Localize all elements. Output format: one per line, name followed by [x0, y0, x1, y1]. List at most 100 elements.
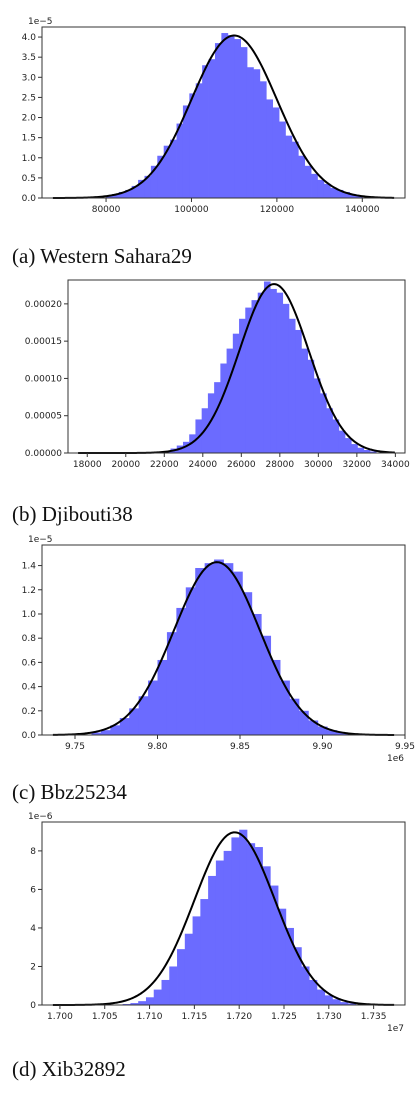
histogram-bar [270, 659, 281, 735]
histogram-bar [208, 59, 216, 199]
histogram-bar [195, 83, 203, 198]
x-tick-label: 1.710 [137, 1012, 163, 1022]
histogram-bar [332, 999, 341, 1005]
y-multiplier-label: 1e−5 [28, 17, 53, 27]
x-tick-label: 9.85 [230, 742, 250, 752]
histogram-bar [246, 67, 254, 198]
histogram-bar [131, 185, 139, 198]
histogram-bar [184, 933, 193, 1005]
y-tick-label: 4 [30, 924, 36, 934]
histogram-bar [307, 359, 315, 453]
histogram-bar [157, 155, 165, 198]
histogram-bar [279, 121, 286, 198]
histogram-bar [282, 303, 290, 453]
histogram-bar [295, 329, 302, 453]
histogram-bar [323, 183, 331, 198]
histogram-bar [231, 837, 240, 1005]
histogram-bar [130, 1003, 139, 1005]
histogram-bar [129, 708, 140, 735]
histogram-bar [317, 179, 325, 198]
y-multiplier-label: 1e−5 [28, 535, 53, 545]
histogram-bar [257, 292, 265, 453]
x-tick-label: 1.720 [226, 1012, 252, 1022]
x-tick-label: 1.700 [47, 1012, 73, 1022]
fit-curve-line [52, 831, 395, 1006]
x-tick-label: 18000 [73, 460, 102, 470]
histogram-bar [301, 966, 310, 1005]
x-tick-label: 120000 [260, 205, 295, 215]
y-tick-label: 4.0 [22, 33, 37, 43]
histogram-bar [316, 989, 326, 1005]
histogram-bar [176, 123, 184, 198]
histogram-bar [285, 927, 294, 1005]
histogram-bar [192, 916, 201, 1005]
histogram-bar [309, 979, 318, 1005]
histogram-bar [327, 730, 338, 735]
histogram-bar [291, 141, 299, 198]
histogram-bar [320, 393, 327, 453]
y-tick-label: 0.00000 [25, 449, 62, 459]
y-tick-label: 2.5 [22, 93, 36, 103]
histogram-bar [138, 1001, 147, 1005]
histogram-bar [232, 571, 243, 735]
histogram-bar [332, 419, 340, 453]
x-tick-label: 100000 [174, 205, 209, 215]
histogram-bar [189, 93, 197, 198]
histogram-bar [182, 105, 190, 198]
panel-c: 9.75 9.80 9.85 9.90 9.95 0.0 0.2 0.4 0.6 0.8 1.0 1.… [0, 535, 420, 815]
histogram-chart-c: 9.75 9.80 9.85 9.90 9.95 0.0 0.2 0.4 0.6 0.8 1.0 1.… [22, 535, 415, 764]
x-offset-label: 1e7 [387, 1024, 404, 1034]
histogram-bar [157, 659, 168, 735]
histogram-bar [106, 195, 113, 198]
y-tick-label: 1.2 [22, 586, 36, 596]
panel-d: 1.700 1.705 1.710 1.715 1.720 1.725 1.730 1.735… [0, 812, 420, 1097]
histogram-bar [298, 155, 306, 198]
histogram-bar [270, 288, 277, 453]
plot-frame [41, 544, 406, 736]
histogram-bar [110, 725, 121, 735]
y-tick-label: 0.6 [22, 658, 37, 668]
x-tick-label: 34000 [381, 460, 410, 470]
histogram-bar [357, 447, 365, 453]
histogram-bar [254, 847, 263, 1005]
histogram-chart-d: 1.700 1.705 1.710 1.715 1.720 1.725 1.730 1.735… [28, 812, 406, 1034]
x-tick-label: 9.90 [312, 742, 332, 752]
histogram-bar [363, 450, 371, 453]
histogram-bar [208, 875, 217, 1005]
histogram-bar [246, 843, 256, 1005]
plot-frame [41, 821, 406, 1006]
histogram-bar [234, 39, 241, 198]
plot-frame [41, 26, 406, 199]
histogram-bar [125, 189, 133, 198]
y-tick-label: 0.0 [22, 194, 37, 204]
histogram-bar [177, 949, 186, 1005]
y-tick-label: 6 [30, 885, 36, 895]
histogram-bar [239, 829, 248, 1005]
histogram-bar [214, 43, 222, 198]
y-tick-label: 3.5 [22, 53, 36, 63]
histogram-chart-a: 80000 100000 120000 140000 0.0 0.5 1.0 1.5 2.0 2.… [22, 17, 406, 215]
y-tick-label: 0.00010 [25, 374, 62, 384]
histogram-bar [161, 979, 170, 1005]
histogram-bar [220, 363, 227, 453]
y-tick-label: 2.0 [22, 114, 37, 124]
y-tick-label: 0.0 [22, 731, 37, 741]
histogram-chart-b: 18000 20000 22000 24000 26000 28000 30000 32000… [25, 279, 410, 470]
histogram-bar [215, 860, 225, 1005]
histogram-bar [347, 1003, 357, 1005]
histogram-bar [182, 441, 190, 453]
histogram-bar [214, 382, 221, 453]
x-tick-label: 9.80 [147, 742, 167, 752]
fit-curve-line [52, 561, 395, 736]
histogram-bar [293, 947, 302, 1005]
histogram-bar [338, 430, 346, 453]
histogram-bar [266, 99, 274, 198]
histogram-bar [262, 866, 271, 1005]
histogram-bar [280, 680, 290, 735]
histogram-bar [259, 81, 267, 198]
y-tick-label: 2 [30, 962, 36, 972]
histogram-bar [240, 47, 248, 198]
histogram-bar [221, 33, 229, 198]
histogram-bar [163, 145, 171, 198]
x-tick-label: 20000 [111, 460, 140, 470]
